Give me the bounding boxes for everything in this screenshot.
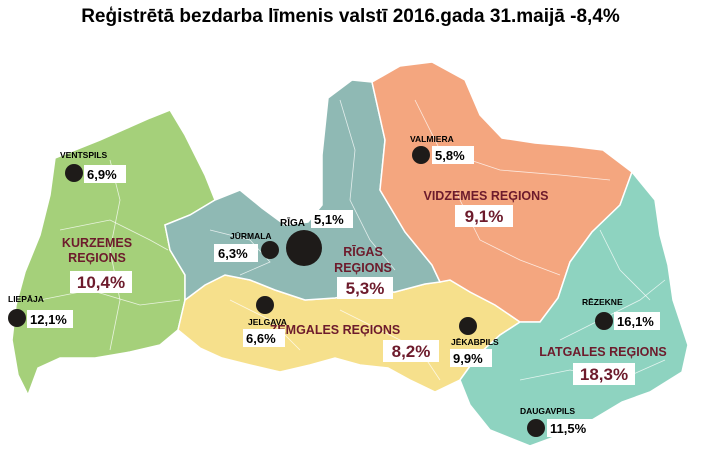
- valmiera-pct: 5,8%: [435, 148, 465, 163]
- vidzeme-name: VIDZEMES REĢIONS: [423, 189, 548, 203]
- kurzeme-pct-box: [70, 271, 132, 293]
- liepaja-name: LIEPĀJA: [8, 294, 44, 304]
- city-jurmala: JŪRMALA 6,3%: [214, 231, 279, 262]
- city-ventspils: VENTSPILS 6,9%: [60, 150, 126, 183]
- liepaja-pct: 12,1%: [30, 312, 67, 327]
- jekabpils-name: JĒKABPILS: [451, 337, 499, 347]
- city-valmiera: VALMIERA 5,8%: [410, 134, 474, 164]
- jelgava-name: JELGAVA: [248, 317, 287, 327]
- riga-name: RĪGA: [280, 217, 305, 229]
- riga-pct: 5,1%: [314, 212, 344, 227]
- valmiera-pct-box: [432, 146, 474, 164]
- latgale-pct-box: [573, 363, 635, 385]
- riga-marker: [286, 230, 322, 266]
- rezekne-pct-box: [614, 312, 660, 330]
- jelgava-marker: [256, 296, 274, 314]
- rezekne-name: RĒZEKNE: [582, 297, 623, 307]
- vidzeme-pct-box: [455, 205, 513, 227]
- zemgale-name: ZEMGALES REĢIONS: [270, 323, 401, 337]
- vidzeme-pct: 9,1%: [465, 207, 504, 226]
- daugavpils-pct: 11,5%: [550, 421, 587, 436]
- valmiera-name: VALMIERA: [410, 134, 454, 144]
- ventspils-name: VENTSPILS: [60, 150, 108, 160]
- map-title: Reģistrētā bezdarba līmenis valstī 2016.…: [81, 6, 620, 27]
- city-jelgava: JELGAVA 6,6%: [243, 296, 287, 347]
- jekabpils-marker: [459, 317, 477, 335]
- riga-pct-box: [311, 210, 353, 228]
- city-riga: RĪGA 5,1%: [280, 210, 353, 266]
- ventspils-pct-box: [84, 165, 126, 183]
- jurmala-pct: 6,3%: [218, 246, 248, 261]
- city-liepaja: LIEPĀJA 12,1%: [8, 294, 73, 328]
- jelgava-pct-box: [243, 329, 285, 347]
- daugavpils-pct-box: [547, 419, 593, 437]
- municipality-borders: [39, 99, 666, 381]
- zemgale-pct-box: [383, 340, 439, 362]
- latgale-pct: 18,3%: [580, 365, 628, 384]
- daugavpils-name: DAUGAVPILS: [520, 406, 575, 416]
- kurzeme-name-1: KURZEMES: [62, 236, 132, 250]
- jurmala-pct-box: [214, 244, 258, 262]
- riga-region-pct-box: [337, 277, 393, 299]
- valmiera-marker: [412, 146, 430, 164]
- rezekne-pct: 16,1%: [617, 314, 654, 329]
- city-rezekne: RĒZEKNE 16,1%: [582, 297, 660, 330]
- liepaja-marker: [8, 309, 26, 327]
- jurmala-marker: [261, 241, 279, 259]
- zemgale-pct: 8,2%: [392, 342, 431, 361]
- ventspils-marker: [65, 164, 83, 182]
- city-jekabpils: JĒKABPILS 9,9%: [450, 317, 499, 367]
- jekabpils-pct-box: [450, 349, 492, 367]
- riga-region-name-1: RĪGAS: [343, 245, 383, 259]
- latgale-name: LATGALES REĢIONS: [539, 345, 667, 359]
- kurzeme-name-2: REĢIONS: [68, 251, 126, 265]
- jurmala-name: JŪRMALA: [230, 231, 272, 241]
- jelgava-pct: 6,6%: [246, 331, 276, 346]
- riga-region-name-2: REĢIONS: [334, 261, 392, 275]
- ventspils-pct: 6,9%: [87, 167, 117, 182]
- riga-region-pct: 5,3%: [346, 279, 385, 298]
- jekabpils-pct: 9,9%: [453, 351, 483, 366]
- daugavpils-marker: [527, 419, 545, 437]
- city-daugavpils: DAUGAVPILS 11,5%: [520, 406, 593, 437]
- kurzeme-pct: 10,4%: [77, 273, 125, 292]
- rezekne-marker: [595, 312, 613, 330]
- liepaja-pct-box: [27, 310, 73, 328]
